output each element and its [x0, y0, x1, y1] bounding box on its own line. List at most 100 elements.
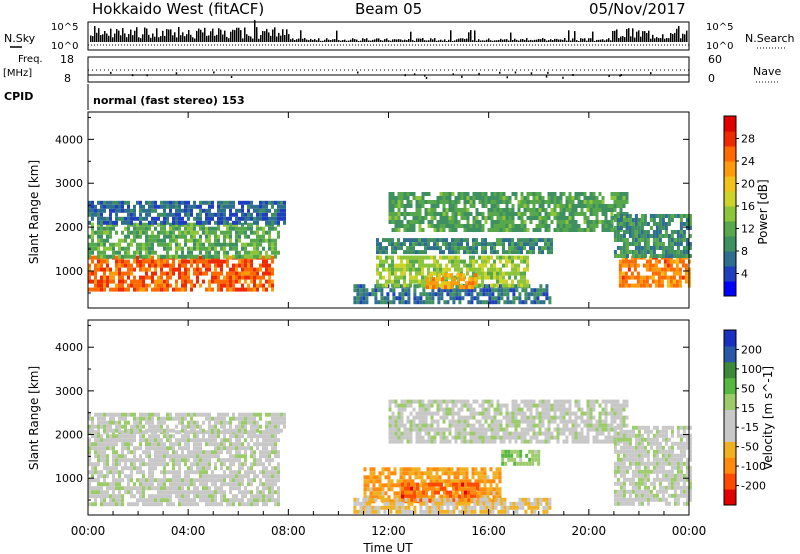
heatmap-cell-0-7	[463, 228, 467, 232]
heatmap-cell-0-4	[400, 255, 403, 260]
heatmap-cell-1-2	[498, 487, 502, 492]
heatmap-cell-1-1	[190, 420, 193, 425]
heatmap-cell-0-7	[412, 220, 416, 224]
heatmap-cell-0-4	[394, 283, 397, 288]
heatmap-cell-1-0	[106, 454, 109, 459]
heatmap-cell-0-2	[283, 216, 286, 221]
heatmap-cell-1-0	[160, 486, 163, 491]
nave-tick-top: 60	[708, 53, 722, 66]
heatmap-cell-0-5	[474, 281, 478, 286]
heatmap-cell-1-0	[211, 482, 214, 487]
heatmap-cell-1-0	[169, 434, 172, 439]
heatmap-cell-1-1	[247, 420, 250, 425]
heatmap-cell-0-6	[454, 250, 457, 255]
heatmap-cell-0-0	[175, 287, 178, 292]
noise-bar	[590, 38, 592, 42]
heatmap-cell-0-2	[127, 212, 130, 217]
heatmap-cell-1-0	[277, 498, 280, 503]
heatmap-cell-0-3	[524, 300, 528, 305]
heatmap-cell-1-0	[169, 490, 172, 495]
heatmap-cell-0-0	[163, 271, 166, 276]
heatmap-cell-0-7	[532, 212, 536, 216]
heatmap-cell-0-2	[238, 216, 241, 221]
heatmap-cell-1-1	[151, 424, 154, 429]
noise-bar	[446, 41, 448, 42]
heatmap-cell-1-0	[214, 482, 217, 487]
heatmap-cell-0-1	[256, 226, 259, 231]
heatmap-cell-0-2	[271, 220, 274, 225]
heatmap-cell-0-3	[401, 292, 405, 297]
heatmap-cell-0-5	[426, 281, 430, 286]
heatmap-cell-0-2	[283, 204, 286, 209]
heatmap-cell-0-9	[688, 222, 692, 226]
heatmap-cell-1-0	[166, 434, 169, 439]
heatmap-cell-1-2	[456, 467, 460, 472]
heatmap-cell-1-0	[205, 498, 208, 503]
heatmap-cell-0-9	[619, 218, 623, 222]
heatmap-cell-0-4	[415, 275, 418, 280]
heatmap-cell-0-0	[112, 287, 115, 292]
heatmap-cell-1-0	[274, 478, 277, 483]
heatmap-cell-0-7	[535, 192, 539, 196]
heatmap-cell-1-0	[88, 470, 91, 475]
heatmap-cell-0-7	[397, 216, 401, 220]
heatmap-cell-0-0	[160, 275, 163, 280]
heatmap-cell-0-4	[403, 263, 406, 268]
heatmap-cell-1-0	[172, 446, 175, 451]
heatmap-cell-1-0	[223, 462, 226, 467]
heatmap-cell-0-2	[121, 220, 124, 225]
heatmap-cell-0-2	[127, 220, 130, 225]
heatmap-cell-1-0	[190, 482, 193, 487]
heatmap-cell-0-8	[666, 283, 670, 288]
heatmap-cell-0-7	[388, 212, 392, 216]
heatmap-cell-0-0	[127, 259, 130, 264]
heatmap-cell-0-1	[91, 226, 94, 231]
heatmap-cell-0-0	[151, 255, 154, 260]
heatmap-cell-1-0	[172, 502, 175, 507]
heatmap-cell-1-0	[169, 458, 172, 463]
heatmap-cell-1-2	[390, 479, 394, 484]
heatmap-cell-0-7	[526, 204, 530, 208]
heatmap-cell-1-0	[178, 478, 181, 483]
heatmap-cell-0-2	[133, 212, 136, 217]
noise-bar	[246, 34, 248, 42]
heatmap-cell-0-4	[409, 279, 412, 284]
heatmap-cell-1-0	[88, 486, 91, 491]
heatmap-cell-1-0	[226, 482, 229, 487]
heatmap-cell-0-1	[235, 234, 238, 239]
y-tick-label: 3000	[55, 177, 83, 190]
heatmap-cell-1-0	[109, 486, 112, 491]
heatmap-cell-0-7	[523, 228, 527, 232]
heatmap-cell-0-9	[634, 250, 638, 254]
heatmap-cell-0-4	[400, 271, 403, 276]
heatmap-cell-0-1	[145, 226, 148, 231]
heatmap-cell-0-0	[235, 271, 238, 276]
heatmap-cell-0-0	[106, 279, 109, 284]
heatmap-cell-0-4	[505, 263, 508, 268]
heatmap-cell-0-7	[565, 216, 569, 220]
heatmap-cell-0-7	[397, 228, 401, 232]
noise-bar	[276, 36, 278, 42]
heatmap-cell-0-7	[598, 192, 602, 196]
heatmap-cell-1-0	[103, 438, 106, 443]
heatmap-cell-1-1	[235, 424, 238, 429]
heatmap-cell-0-9	[676, 238, 680, 242]
noise-bar	[642, 31, 644, 42]
heatmap-cell-0-7	[595, 204, 599, 208]
heatmap-cell-1-0	[160, 454, 163, 459]
heatmap-cell-1-1	[271, 420, 274, 425]
heatmap-cell-0-9	[622, 242, 626, 246]
heatmap-cell-1-2	[429, 467, 433, 472]
heatmap-cell-0-7	[445, 196, 449, 200]
heatmap-cell-0-9	[634, 254, 638, 258]
heatmap-cell-0-7	[565, 200, 569, 204]
heatmap-cell-0-6	[481, 238, 484, 243]
heatmap-cell-0-0	[214, 271, 217, 276]
heatmap-cell-1-4	[359, 509, 363, 514]
heatmap-cell-0-1	[226, 226, 229, 231]
heatmap-cell-1-0	[118, 482, 121, 487]
heatmap-cell-1-0	[91, 494, 94, 499]
heatmap-cell-1-0	[121, 446, 124, 451]
heatmap-cell-0-7	[547, 196, 551, 200]
noise-bar	[466, 38, 468, 42]
